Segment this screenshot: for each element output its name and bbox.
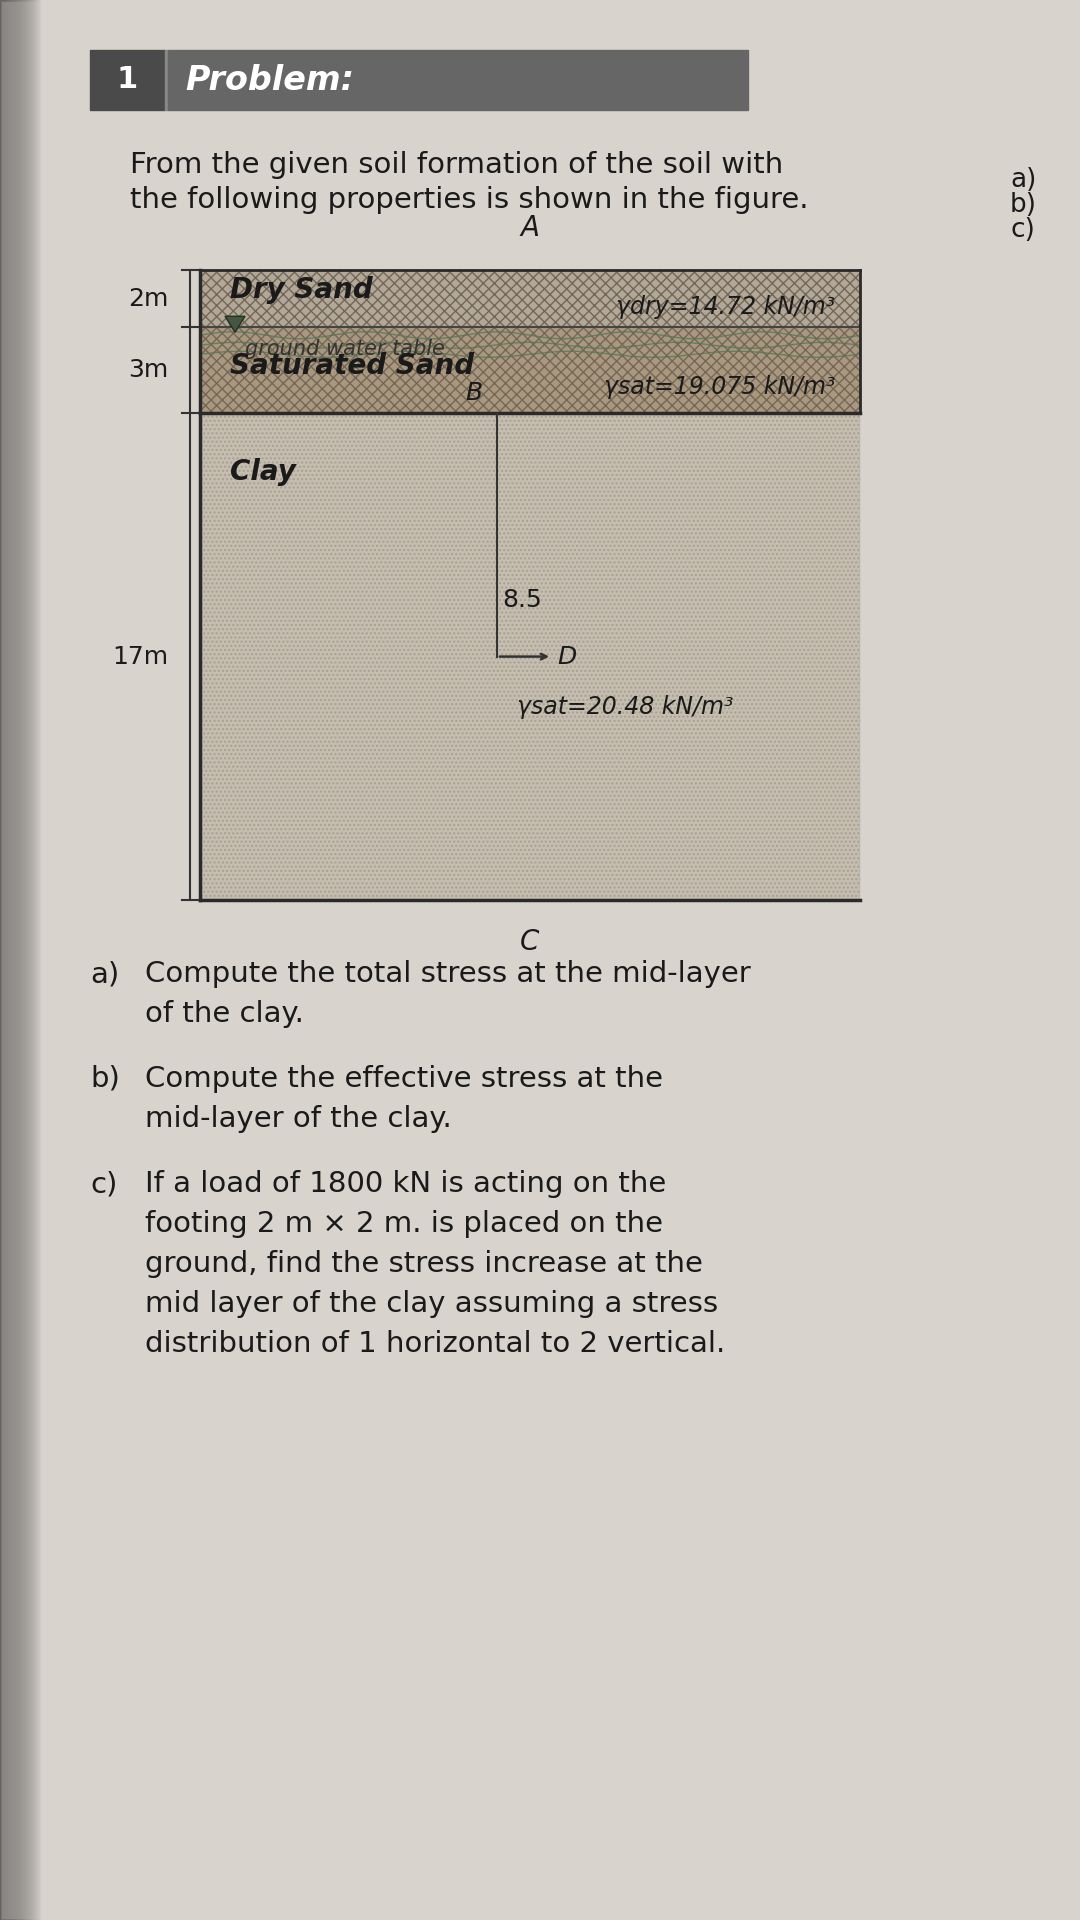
- Text: 3m: 3m: [127, 359, 168, 382]
- Bar: [0, 0, 28, 1920]
- Text: c): c): [1010, 217, 1035, 244]
- Text: a): a): [90, 960, 119, 989]
- Bar: [0, 0, 13, 1920]
- Text: Problem:: Problem:: [185, 63, 354, 96]
- Text: A: A: [521, 213, 540, 242]
- Bar: [0, 0, 36, 1920]
- Bar: [0, 0, 6, 1920]
- Text: footing 2 m × 2 m. is placed on the: footing 2 m × 2 m. is placed on the: [145, 1210, 663, 1238]
- Text: 17m: 17m: [112, 645, 168, 668]
- Text: 8.5: 8.5: [502, 588, 542, 612]
- Text: Dry Sand: Dry Sand: [230, 276, 373, 303]
- Text: C: C: [521, 927, 540, 956]
- Text: b): b): [90, 1066, 120, 1092]
- Text: 1: 1: [117, 65, 137, 94]
- Text: distribution of 1 horizontal to 2 vertical.: distribution of 1 horizontal to 2 vertic…: [145, 1331, 726, 1357]
- Bar: [0, 0, 24, 1920]
- Bar: [200, 326, 860, 413]
- Bar: [200, 413, 860, 900]
- Bar: [0, 0, 30, 1920]
- Bar: [0, 0, 33, 1920]
- Bar: [0, 0, 6, 1920]
- Bar: [0, 0, 18, 1920]
- Text: If a load of 1800 kN is acting on the: If a load of 1800 kN is acting on the: [145, 1169, 666, 1198]
- Polygon shape: [225, 317, 245, 332]
- Bar: [90, 50, 165, 109]
- Bar: [0, 0, 2, 1920]
- Bar: [200, 271, 860, 326]
- Bar: [0, 0, 16, 1920]
- Text: of the clay.: of the clay.: [145, 1000, 303, 1027]
- Text: 2m: 2m: [127, 286, 168, 311]
- Text: γdry=14.72 kN/m³: γdry=14.72 kN/m³: [616, 296, 835, 319]
- Bar: [0, 0, 23, 1920]
- Text: γsat=19.075 kN/m³: γsat=19.075 kN/m³: [604, 376, 835, 399]
- Text: a): a): [1010, 167, 1037, 194]
- Bar: [0, 0, 8, 1920]
- Text: Saturated Sand: Saturated Sand: [230, 351, 474, 380]
- Text: mid layer of the clay assuming a stress: mid layer of the clay assuming a stress: [145, 1290, 718, 1317]
- Bar: [0, 0, 31, 1920]
- Bar: [200, 271, 860, 326]
- Bar: [0, 0, 5, 1920]
- Text: γsat=20.48 kN/m³: γsat=20.48 kN/m³: [517, 695, 733, 718]
- Bar: [0, 0, 40, 1920]
- Bar: [0, 0, 12, 1920]
- Bar: [0, 0, 11, 1920]
- Bar: [0, 0, 4, 1920]
- Bar: [0, 0, 27, 1920]
- Bar: [0, 0, 25, 1920]
- Bar: [200, 413, 860, 900]
- Bar: [0, 0, 15, 1920]
- Text: Compute the effective stress at the: Compute the effective stress at the: [145, 1066, 663, 1092]
- Bar: [165, 50, 168, 109]
- Bar: [0, 0, 21, 1920]
- Bar: [0, 0, 29, 1920]
- Text: B: B: [464, 382, 482, 405]
- Bar: [0, 0, 26, 1920]
- Text: mid-layer of the clay.: mid-layer of the clay.: [145, 1106, 451, 1133]
- Bar: [0, 0, 33, 1920]
- Bar: [0, 0, 37, 1920]
- Bar: [0, 0, 10, 1920]
- Bar: [0, 0, 22, 1920]
- Text: the following properties is shown in the figure.: the following properties is shown in the…: [130, 186, 809, 213]
- Bar: [0, 0, 35, 1920]
- Text: b): b): [1010, 192, 1037, 219]
- Text: D: D: [557, 645, 577, 668]
- Bar: [0, 0, 17, 1920]
- Bar: [0, 0, 14, 1920]
- Bar: [0, 0, 21, 1920]
- Text: From the given soil​ formation of the soil with: From the given soil​ formation of the so…: [130, 152, 783, 179]
- Bar: [200, 326, 860, 413]
- Bar: [168, 50, 748, 109]
- Bar: [0, 0, 38, 1920]
- Text: c): c): [90, 1169, 118, 1198]
- Bar: [0, 0, 9, 1920]
- Bar: [0, 0, 39, 1920]
- Text: ground, find the stress increase at the: ground, find the stress increase at the: [145, 1250, 703, 1279]
- Bar: [0, 0, 32, 1920]
- Text: ground water table: ground water table: [245, 340, 445, 359]
- Text: Clay: Clay: [230, 457, 296, 486]
- Bar: [0, 0, 19, 1920]
- Text: Compute the total stress at the mid-layer: Compute the total stress at the mid-laye…: [145, 960, 751, 989]
- Bar: [0, 0, 3, 1920]
